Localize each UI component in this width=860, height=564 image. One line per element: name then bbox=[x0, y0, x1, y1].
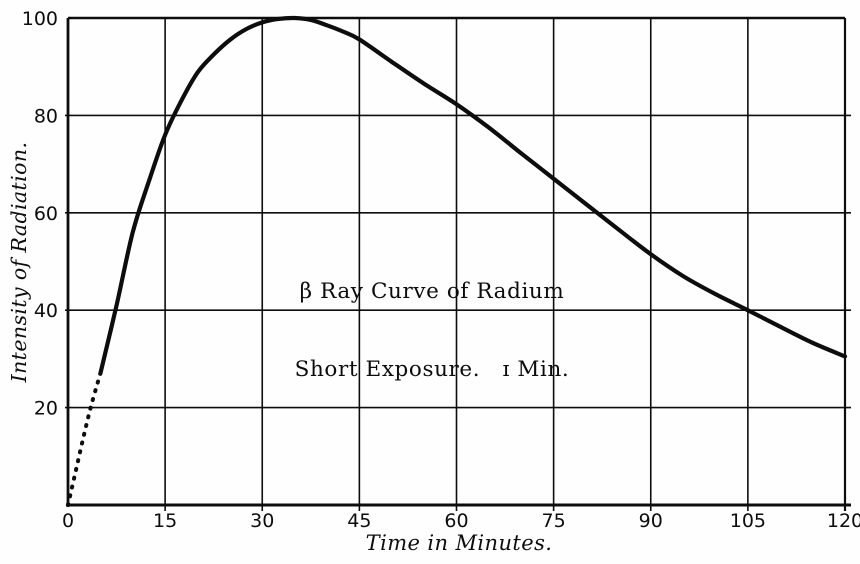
x-tick-label: 105 bbox=[730, 510, 766, 532]
chart-annotation: β Ray Curve of Radium Short Exposure. ɪ … bbox=[295, 227, 570, 435]
y-tick-label: 100 bbox=[22, 8, 58, 30]
x-tick-label: 75 bbox=[542, 510, 566, 532]
y-tick-label: 20 bbox=[34, 398, 58, 420]
x-tick-label: 120 bbox=[827, 510, 860, 532]
annotation-line-2: Short Exposure. ɪ Min. bbox=[294, 357, 570, 382]
x-tick-label: 15 bbox=[153, 510, 177, 532]
x-tick-label: 90 bbox=[639, 510, 663, 532]
x-tick-label: 45 bbox=[347, 510, 371, 532]
y-tick-label: 80 bbox=[34, 105, 58, 127]
x-tick-label: 30 bbox=[250, 510, 274, 532]
curve-beta-ray-intensity bbox=[98, 15, 848, 376]
y-tick-label: 40 bbox=[34, 300, 58, 322]
y-tick-label: 60 bbox=[34, 203, 58, 225]
y-axis-title: Intensity of Radiation. bbox=[7, 141, 31, 383]
annotation-line-1: β Ray Curve of Radium bbox=[299, 279, 565, 304]
x-tick-label: 0 bbox=[62, 510, 74, 532]
x-tick-label: 60 bbox=[444, 510, 468, 532]
curve-beta-ray-intensity-dotted-rise bbox=[66, 371, 103, 507]
x-axis-title: Time in Minutes. bbox=[365, 531, 553, 555]
